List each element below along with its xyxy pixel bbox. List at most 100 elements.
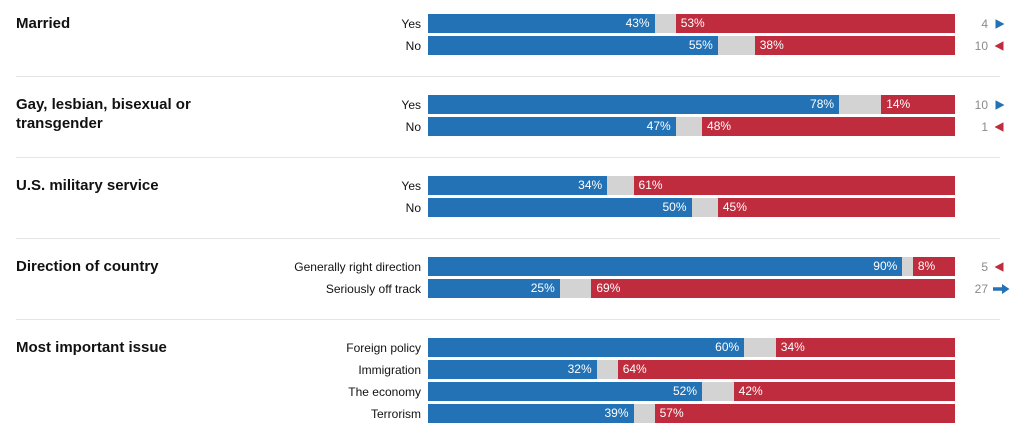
row-label: Immigration	[358, 362, 421, 377]
row-label: Foreign policy	[346, 340, 421, 355]
red-value-label: 61%	[638, 178, 663, 192]
poll-row: Terrorism 39% 57%	[280, 404, 1016, 423]
shift-value: 10	[974, 97, 988, 112]
shift-arrow-right-icon	[993, 18, 1006, 30]
section-title: Married	[16, 15, 71, 32]
gap-segment	[702, 382, 734, 401]
gap-segment	[717, 36, 755, 55]
stacked-bar: 43% 53%	[428, 14, 955, 33]
gap-segment	[675, 117, 703, 136]
gap-segment	[691, 198, 718, 217]
shift-value: 27	[974, 281, 988, 296]
section-rows: Yes 78% 14% 10 No 47% 48% 1	[280, 95, 1016, 136]
section-title: Direction of country	[16, 258, 159, 275]
gap-segment	[633, 404, 655, 423]
red-segment: 14%	[881, 95, 955, 114]
red-segment: 64%	[617, 360, 955, 379]
section-divider	[16, 319, 1000, 320]
shift-value: 5	[981, 259, 988, 274]
stacked-bar: 39% 57%	[428, 404, 955, 423]
gap-segment	[902, 257, 913, 276]
blue-segment: 55%	[428, 36, 718, 55]
blue-segment: 39%	[428, 404, 634, 423]
red-segment: 61%	[633, 176, 955, 195]
blue-segment: 43%	[428, 14, 655, 33]
red-value-label: 53%	[680, 16, 705, 30]
gap-segment	[607, 176, 634, 195]
section-divider	[16, 157, 1000, 158]
poll-row: Immigration 32% 64%	[280, 360, 1016, 379]
row-label: Generally right direction	[294, 259, 421, 274]
row-label: Yes	[401, 16, 421, 31]
shift-indicator: 10	[968, 95, 1006, 114]
poll-section: Direction of country Generally right dire…	[0, 239, 1016, 319]
red-segment: 57%	[654, 404, 955, 423]
blue-value-label: 78%	[810, 97, 835, 111]
poll-row: Yes 34% 61%	[280, 176, 1016, 195]
poll-row: The economy 52% 42%	[280, 382, 1016, 401]
blue-value-label: 90%	[873, 259, 898, 273]
stacked-bar: 32% 64%	[428, 360, 955, 379]
red-segment: 8%	[912, 257, 955, 276]
blue-value-label: 43%	[625, 16, 650, 30]
red-segment: 69%	[591, 279, 955, 298]
poll-row: Foreign policy 60% 34%	[280, 338, 1016, 357]
blue-value-label: 60%	[715, 340, 740, 354]
blue-value-label: 34%	[578, 178, 603, 192]
red-segment: 53%	[675, 14, 955, 33]
blue-segment: 52%	[428, 382, 703, 401]
blue-segment: 25%	[428, 279, 560, 298]
gap-segment	[596, 360, 618, 379]
red-value-label: 42%	[738, 384, 763, 398]
poll-section: Married Yes 43% 53% 4 No 55% 38% 10	[0, 14, 1016, 76]
poll-row: Generally right direction 90% 8% 5	[280, 257, 1016, 276]
blue-segment: 90%	[428, 257, 903, 276]
section-divider	[16, 238, 1000, 239]
poll-row: Yes 43% 53% 4	[280, 14, 1016, 33]
row-label: No	[405, 119, 421, 134]
section-title: Gay, lesbian, bisexual or transgender	[16, 96, 191, 132]
red-value-label: 8%	[917, 259, 936, 273]
blue-value-label: 39%	[604, 406, 629, 420]
poll-row: Seriously off track 25% 69% 27	[280, 279, 1016, 298]
poll-row: Yes 78% 14% 10	[280, 95, 1016, 114]
blue-segment: 60%	[428, 338, 745, 357]
shift-indicator: 27	[968, 279, 1010, 298]
gap-segment	[654, 14, 676, 33]
blue-segment: 78%	[428, 95, 840, 114]
shift-value: 10	[974, 38, 988, 53]
blue-value-label: 32%	[567, 362, 592, 376]
blue-value-label: 47%	[646, 119, 671, 133]
gap-segment	[744, 338, 776, 357]
red-segment: 45%	[717, 198, 955, 217]
shift-arrow-left-icon	[993, 121, 1006, 133]
red-value-label: 69%	[596, 281, 621, 295]
red-segment: 48%	[702, 117, 955, 136]
section-title: Most important issue	[16, 339, 167, 356]
stacked-bar: 60% 34%	[428, 338, 955, 357]
blue-value-label: 55%	[688, 38, 713, 52]
section-title: U.S. military service	[16, 177, 159, 194]
blue-value-label: 25%	[530, 281, 555, 295]
section-rows: Yes 34% 61% No 50% 45%	[280, 176, 1016, 217]
row-label: Yes	[401, 97, 421, 112]
shift-indicator: 1	[968, 117, 1006, 136]
shift-value: 1	[981, 119, 988, 134]
poll-section: U.S. military service Yes 34% 61% No 50% 45%	[0, 158, 1016, 238]
shift-arrow-right-icon	[993, 99, 1006, 111]
blue-segment: 32%	[428, 360, 597, 379]
row-label: The economy	[348, 384, 421, 399]
poll-section: Gay, lesbian, bisexual or transgender Yes…	[0, 77, 1016, 157]
stacked-bar: 52% 42%	[428, 382, 955, 401]
row-label: Terrorism	[371, 406, 421, 421]
red-segment: 42%	[733, 382, 955, 401]
poll-section: Most important issue Foreign policy 60% 34%…	[0, 320, 1016, 440]
red-value-label: 57%	[659, 406, 684, 420]
red-value-label: 48%	[707, 119, 732, 133]
shift-indicator: 4	[968, 14, 1006, 33]
red-segment: 38%	[754, 36, 955, 55]
poll-row: No 50% 45%	[280, 198, 1016, 217]
poll-row: No 55% 38% 10	[280, 36, 1016, 55]
poll-row: No 47% 48% 1	[280, 117, 1016, 136]
